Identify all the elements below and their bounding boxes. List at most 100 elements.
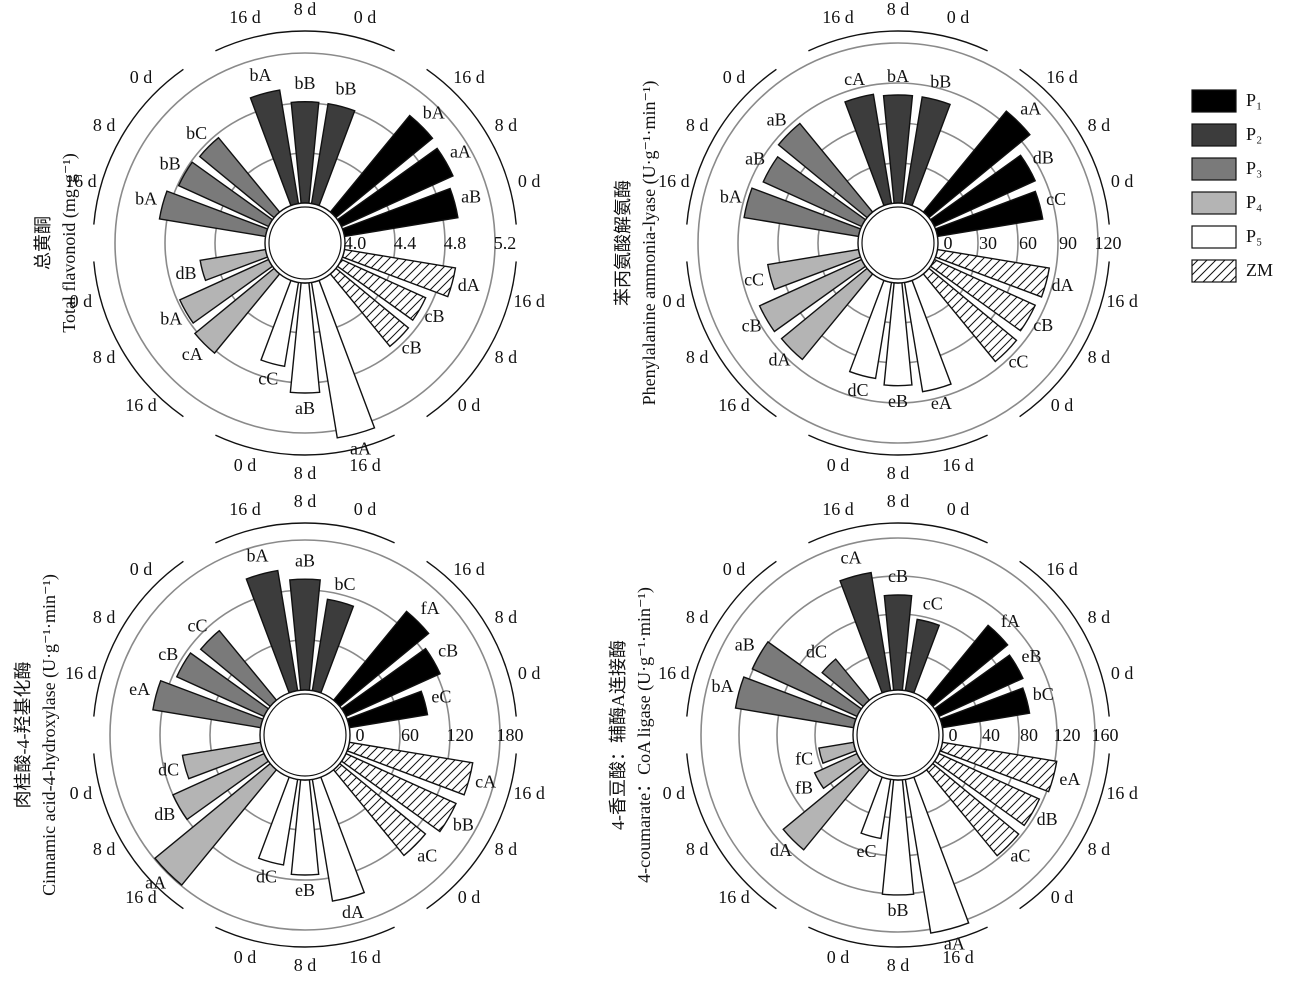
significance-letter: bA xyxy=(423,102,445,122)
legend-label: P₄ xyxy=(1246,192,1262,212)
significance-letter: bA xyxy=(887,66,909,86)
significance-letter: aB xyxy=(735,635,755,655)
day-label: 8 d xyxy=(686,347,709,367)
significance-letter: bB xyxy=(930,72,951,92)
bar xyxy=(311,598,355,694)
significance-letter: cA xyxy=(475,772,496,792)
radial-tick-label: 90 xyxy=(1059,233,1077,253)
significance-letter: aA xyxy=(1020,98,1041,118)
day-label: 8 d xyxy=(495,347,518,367)
day-label: 0 d xyxy=(1051,395,1074,415)
axis-label: 4-coumarate：CoA ligase (U·g⁻¹·min⁻¹) xyxy=(634,587,655,883)
significance-letter: bA xyxy=(135,189,157,209)
day-label: 8 d xyxy=(294,0,317,19)
inner-circle xyxy=(852,689,944,781)
significance-letter: fA xyxy=(421,598,440,618)
significance-letter: dB xyxy=(154,804,175,824)
day-label: 16 d xyxy=(65,663,97,683)
day-label: 0 d xyxy=(947,7,970,27)
significance-letter: cB xyxy=(424,306,444,326)
group-arc xyxy=(93,753,184,910)
day-label: 8 d xyxy=(887,491,910,511)
significance-letter: cA xyxy=(182,344,203,364)
day-label: 16 d xyxy=(125,395,157,415)
day-label: 16 d xyxy=(125,887,157,907)
axis-label: Cinnamic acid-4-hydroxylase (U·g⁻¹·min⁻¹… xyxy=(39,574,60,896)
bar xyxy=(904,618,941,694)
significance-letter: aB xyxy=(461,187,481,207)
legend-swatch xyxy=(1191,89,1237,113)
significance-letter: bB xyxy=(294,73,315,93)
group-arc xyxy=(808,30,988,52)
radial-tick-label: 30 xyxy=(979,233,997,253)
significance-letter: cB xyxy=(742,316,762,336)
group-arc xyxy=(426,68,517,225)
significance-letter: cC xyxy=(1046,189,1066,209)
day-label: 8 d xyxy=(495,839,518,859)
radial-tick-label: 0 xyxy=(949,725,958,745)
significance-letter: cA xyxy=(844,69,865,89)
day-label: 8 d xyxy=(1088,347,1111,367)
inner-circle-2 xyxy=(861,206,935,280)
group-arc xyxy=(1019,261,1110,418)
significance-letter: bA xyxy=(720,186,742,206)
legend-swatch xyxy=(1191,123,1237,147)
day-label: 8 d xyxy=(495,607,518,627)
legend-swatch xyxy=(1191,157,1237,181)
day-label: 0 d xyxy=(947,499,970,519)
group-arc xyxy=(215,522,395,544)
legend-label: P₁ xyxy=(1246,90,1262,110)
polar-chart: bC 0 d eB 8 d fA 16 d cC 0 d cB 8 d cA 16 d dC 0 d aB 8… xyxy=(608,491,1138,975)
day-label: 0 d xyxy=(1111,171,1134,191)
day-label: 8 d xyxy=(1088,839,1111,859)
significance-letter: dB xyxy=(1037,809,1058,829)
significance-letter: aB xyxy=(745,149,765,169)
day-label: 0 d xyxy=(130,559,153,579)
axis-label: 4-香豆酸：辅酶A连接酶 xyxy=(608,640,628,830)
radial-tick-label: 160 xyxy=(1092,725,1119,745)
group-arc xyxy=(426,560,517,717)
axis-label: Total flavonoid (mg·g⁻¹) xyxy=(59,153,80,333)
day-label: 0 d xyxy=(518,663,541,683)
day-label: 8 d xyxy=(686,839,709,859)
significance-letter: eB xyxy=(295,880,315,900)
day-label: 8 d xyxy=(495,115,518,135)
radial-tick-label: 120 xyxy=(447,725,474,745)
radial-tick-label: 0 xyxy=(944,233,953,253)
day-label: 0 d xyxy=(234,455,257,475)
significance-letter: cC xyxy=(188,616,208,636)
significance-letter: cC xyxy=(1008,352,1028,372)
group-arc xyxy=(686,68,777,225)
significance-letter: aA xyxy=(145,872,166,892)
significance-letter: cB xyxy=(1033,315,1053,335)
group-arc xyxy=(215,926,395,948)
radial-tick-label: 60 xyxy=(1019,233,1037,253)
day-label: 16 d xyxy=(1106,291,1138,311)
legend-label: ZM xyxy=(1246,260,1273,280)
significance-letter: eA xyxy=(1059,769,1080,789)
day-label: 0 d xyxy=(130,67,153,87)
day-label: 16 d xyxy=(513,783,545,803)
significance-letter: eA xyxy=(931,393,952,413)
grid-circle xyxy=(109,539,501,931)
significance-letter: dC xyxy=(806,642,827,662)
grid-circle xyxy=(697,42,1099,444)
significance-letter: cC xyxy=(923,593,943,613)
polar-chart: aB 0 d aA 8 d bA 16 d bB 0 d bB 8 d bA 16 d bC 0 d bB 8… xyxy=(33,0,545,483)
significance-letter: dA xyxy=(768,350,790,370)
radial-tick-label: 5.2 xyxy=(494,233,517,253)
polar-chart: eC 0 d cB 8 d fA 16 d bC 0 d aB 8 d bA 16 d cC 0 d cB 8… xyxy=(13,491,545,975)
radial-tick-label: 0 xyxy=(356,725,365,745)
day-label: 8 d xyxy=(887,0,910,19)
day-label: 0 d xyxy=(518,171,541,191)
significance-letter: bC xyxy=(186,123,207,143)
inner-circle xyxy=(857,202,939,284)
radial-tick-label: 40 xyxy=(982,725,1000,745)
significance-letter: dC xyxy=(256,867,277,887)
group-arc xyxy=(93,261,184,418)
day-label: 16 d xyxy=(453,559,485,579)
day-label: 8 d xyxy=(887,463,910,483)
significance-letter: bA xyxy=(160,308,182,328)
day-label: 8 d xyxy=(686,115,709,135)
significance-letter: aC xyxy=(417,845,437,865)
